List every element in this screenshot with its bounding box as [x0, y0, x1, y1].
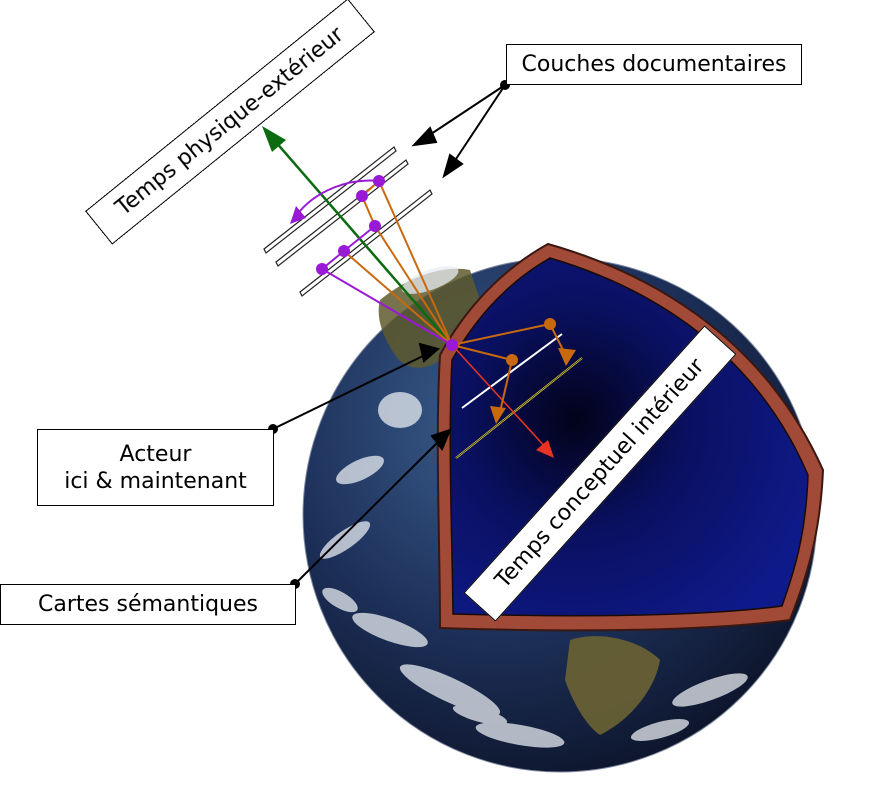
layer-points — [316, 175, 385, 275]
purple-links — [295, 179, 453, 346]
purple-point — [356, 190, 368, 202]
orange-point — [544, 318, 556, 330]
orange-arrowhead — [558, 348, 576, 366]
purple-point — [373, 175, 385, 187]
actor-point — [446, 339, 458, 351]
conceptual-time-arrow — [451, 344, 549, 451]
document-layers-label: Couches documentaires — [506, 44, 802, 85]
actor-text-line2: ici & maintenant — [64, 468, 247, 494]
purple-point — [316, 263, 328, 275]
actor-label: Acteur ici & maintenant — [37, 429, 274, 506]
document-layers — [263, 146, 433, 297]
purple-curve-arrowhead — [290, 206, 306, 224]
purple-point — [338, 245, 350, 257]
orange-links-outer — [343, 180, 453, 346]
semantic-maps-label: Cartes sémantiques — [0, 584, 296, 625]
orange-point — [506, 354, 518, 366]
pointer-arrows — [268, 80, 510, 589]
document-layers-text: Couches documentaires — [521, 52, 787, 77]
semantic-map-bars — [455, 333, 583, 459]
south-america-land — [565, 636, 660, 735]
physical-time-arrowhead — [262, 126, 286, 152]
conceptual-time-arrowhead — [536, 440, 554, 458]
orange-arrowhead — [490, 406, 506, 424]
semantic-maps-text: Cartes sémantiques — [38, 592, 258, 617]
purple-point — [369, 220, 381, 232]
cloud-swirls — [319, 266, 748, 748]
actor-text-line1: Acteur — [119, 441, 192, 467]
